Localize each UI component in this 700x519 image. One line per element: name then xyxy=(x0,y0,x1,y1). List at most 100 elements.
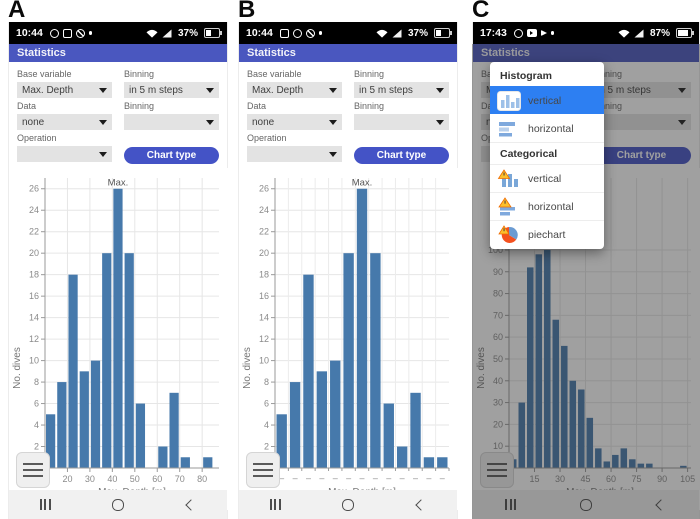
home-icon[interactable] xyxy=(312,498,385,511)
svg-text:22: 22 xyxy=(259,227,269,237)
dot-icon xyxy=(550,31,555,35)
svg-text:–: – xyxy=(346,473,351,483)
svg-text:–: – xyxy=(413,473,418,483)
popup-item-categorical-horizontal[interactable]: horizontal xyxy=(490,192,604,220)
menu-handle-button[interactable] xyxy=(480,452,514,488)
wifi-icon xyxy=(618,29,630,38)
binning-select[interactable]: in 5 m steps xyxy=(354,82,449,98)
statistics-form: Base variable Binning Max. Depth in 5 m … xyxy=(9,64,227,164)
operation-label: Operation xyxy=(247,133,287,143)
svg-text:18: 18 xyxy=(29,270,39,280)
home-icon[interactable] xyxy=(82,498,155,511)
popup-item-piechart[interactable]: piechart xyxy=(490,220,604,248)
wifi-icon xyxy=(376,29,388,38)
svg-text:4: 4 xyxy=(34,420,39,430)
binning2-label: Binning xyxy=(124,101,155,111)
chevron-down-icon xyxy=(329,119,337,125)
data-select[interactable]: none xyxy=(17,114,112,130)
svg-text:6: 6 xyxy=(264,399,269,409)
svg-text:22: 22 xyxy=(29,227,39,237)
svg-text:–: – xyxy=(333,473,338,483)
compass-icon xyxy=(305,28,315,38)
svg-text:90: 90 xyxy=(493,267,503,277)
popup-item-histogram-horizontal[interactable]: horizontal xyxy=(490,114,604,142)
operation-select[interactable] xyxy=(17,146,112,162)
svg-text:45: 45 xyxy=(581,474,591,484)
chevron-down-icon xyxy=(99,87,107,93)
svg-text:–: – xyxy=(373,473,378,483)
menu-handle-button[interactable] xyxy=(16,452,50,488)
phone-screenshot-a: 10:44 37% Statistics Base variable Binni… xyxy=(8,22,229,519)
home-icon[interactable] xyxy=(548,498,623,511)
chevron-down-icon xyxy=(329,151,337,157)
chart-type-button[interactable]: Chart type xyxy=(354,147,449,164)
svg-text:–: – xyxy=(293,473,298,483)
svg-text:30: 30 xyxy=(493,398,503,408)
svg-text:24: 24 xyxy=(29,205,39,215)
svg-text:20: 20 xyxy=(259,248,269,258)
svg-text:–: – xyxy=(359,473,364,483)
popup-item-label: vertical xyxy=(528,172,562,185)
data-value: none xyxy=(22,116,45,128)
chart-type-button[interactable]: Chart type xyxy=(124,147,219,164)
recents-icon[interactable] xyxy=(239,499,312,510)
svg-text:60: 60 xyxy=(606,474,616,484)
cellular-icon xyxy=(162,29,172,37)
binning2-select[interactable] xyxy=(592,114,691,130)
chevron-down-icon xyxy=(329,87,337,93)
recents-icon[interactable] xyxy=(9,499,82,510)
data-select[interactable]: none xyxy=(247,114,342,130)
operation-select[interactable] xyxy=(247,146,342,162)
binning-select[interactable]: in 5 m steps xyxy=(124,82,219,98)
svg-text:100: 100 xyxy=(488,245,503,255)
page-title: Statistics xyxy=(473,44,699,62)
base-variable-select[interactable]: Max. Depth xyxy=(247,82,342,98)
svg-text:14: 14 xyxy=(29,313,39,323)
dot-icon xyxy=(318,31,323,35)
whatsapp-icon xyxy=(513,28,523,38)
panel-a: A 10:44 37% Statistics Base variable Bin… xyxy=(8,0,229,519)
svg-text:15: 15 xyxy=(530,474,540,484)
binning-label: Binning xyxy=(592,69,623,79)
popup-item-histogram-vertical[interactable]: vertical xyxy=(490,86,604,114)
svg-text:–: – xyxy=(306,473,311,483)
popup-section-histogram: Histogram xyxy=(500,70,552,82)
back-icon[interactable] xyxy=(154,498,227,511)
svg-text:–: – xyxy=(426,473,431,483)
popup-section-categorical: Categorical xyxy=(490,142,604,164)
battery-icon xyxy=(204,28,222,38)
svg-text:Max.: Max. xyxy=(352,178,373,189)
panel-c: C 17:43 87% Statistics Base variable Bin… xyxy=(472,0,700,519)
base-variable-label: Base variable xyxy=(17,69,72,79)
svg-text:40: 40 xyxy=(107,474,117,484)
svg-text:18: 18 xyxy=(259,270,269,280)
svg-text:10: 10 xyxy=(29,356,39,366)
binning-select[interactable]: in 5 m steps xyxy=(592,82,691,98)
cellular-icon xyxy=(392,29,402,37)
svg-text:10: 10 xyxy=(493,441,503,451)
categorical-vertical-icon xyxy=(497,168,518,187)
battery-icon xyxy=(434,28,452,38)
dot-icon xyxy=(88,31,93,35)
svg-text:80: 80 xyxy=(197,474,207,484)
chart-type-button[interactable]: Chart type xyxy=(592,147,691,164)
binning2-select[interactable] xyxy=(124,114,219,130)
binning-value: in 5 m steps xyxy=(359,84,413,96)
popup-item-categorical-vertical[interactable]: vertical xyxy=(490,164,604,192)
popup-item-label: horizontal xyxy=(528,122,574,135)
svg-text:24: 24 xyxy=(259,205,269,215)
svg-text:80: 80 xyxy=(493,289,503,299)
svg-text:8: 8 xyxy=(264,377,269,387)
base-variable-select[interactable]: Max. Depth xyxy=(17,82,112,98)
svg-text:26: 26 xyxy=(29,184,39,194)
recents-icon[interactable] xyxy=(473,499,548,510)
speaker-icon xyxy=(540,30,547,36)
back-icon[interactable] xyxy=(384,498,457,511)
android-nav-bar xyxy=(9,490,227,519)
binning2-select[interactable] xyxy=(354,114,449,130)
status-bar: 10:44 37% xyxy=(9,22,227,44)
histogram-horizontal-icon xyxy=(499,121,515,136)
figure-label-a: A xyxy=(8,0,26,23)
menu-handle-button[interactable] xyxy=(246,452,280,488)
svg-text:20: 20 xyxy=(62,474,72,484)
